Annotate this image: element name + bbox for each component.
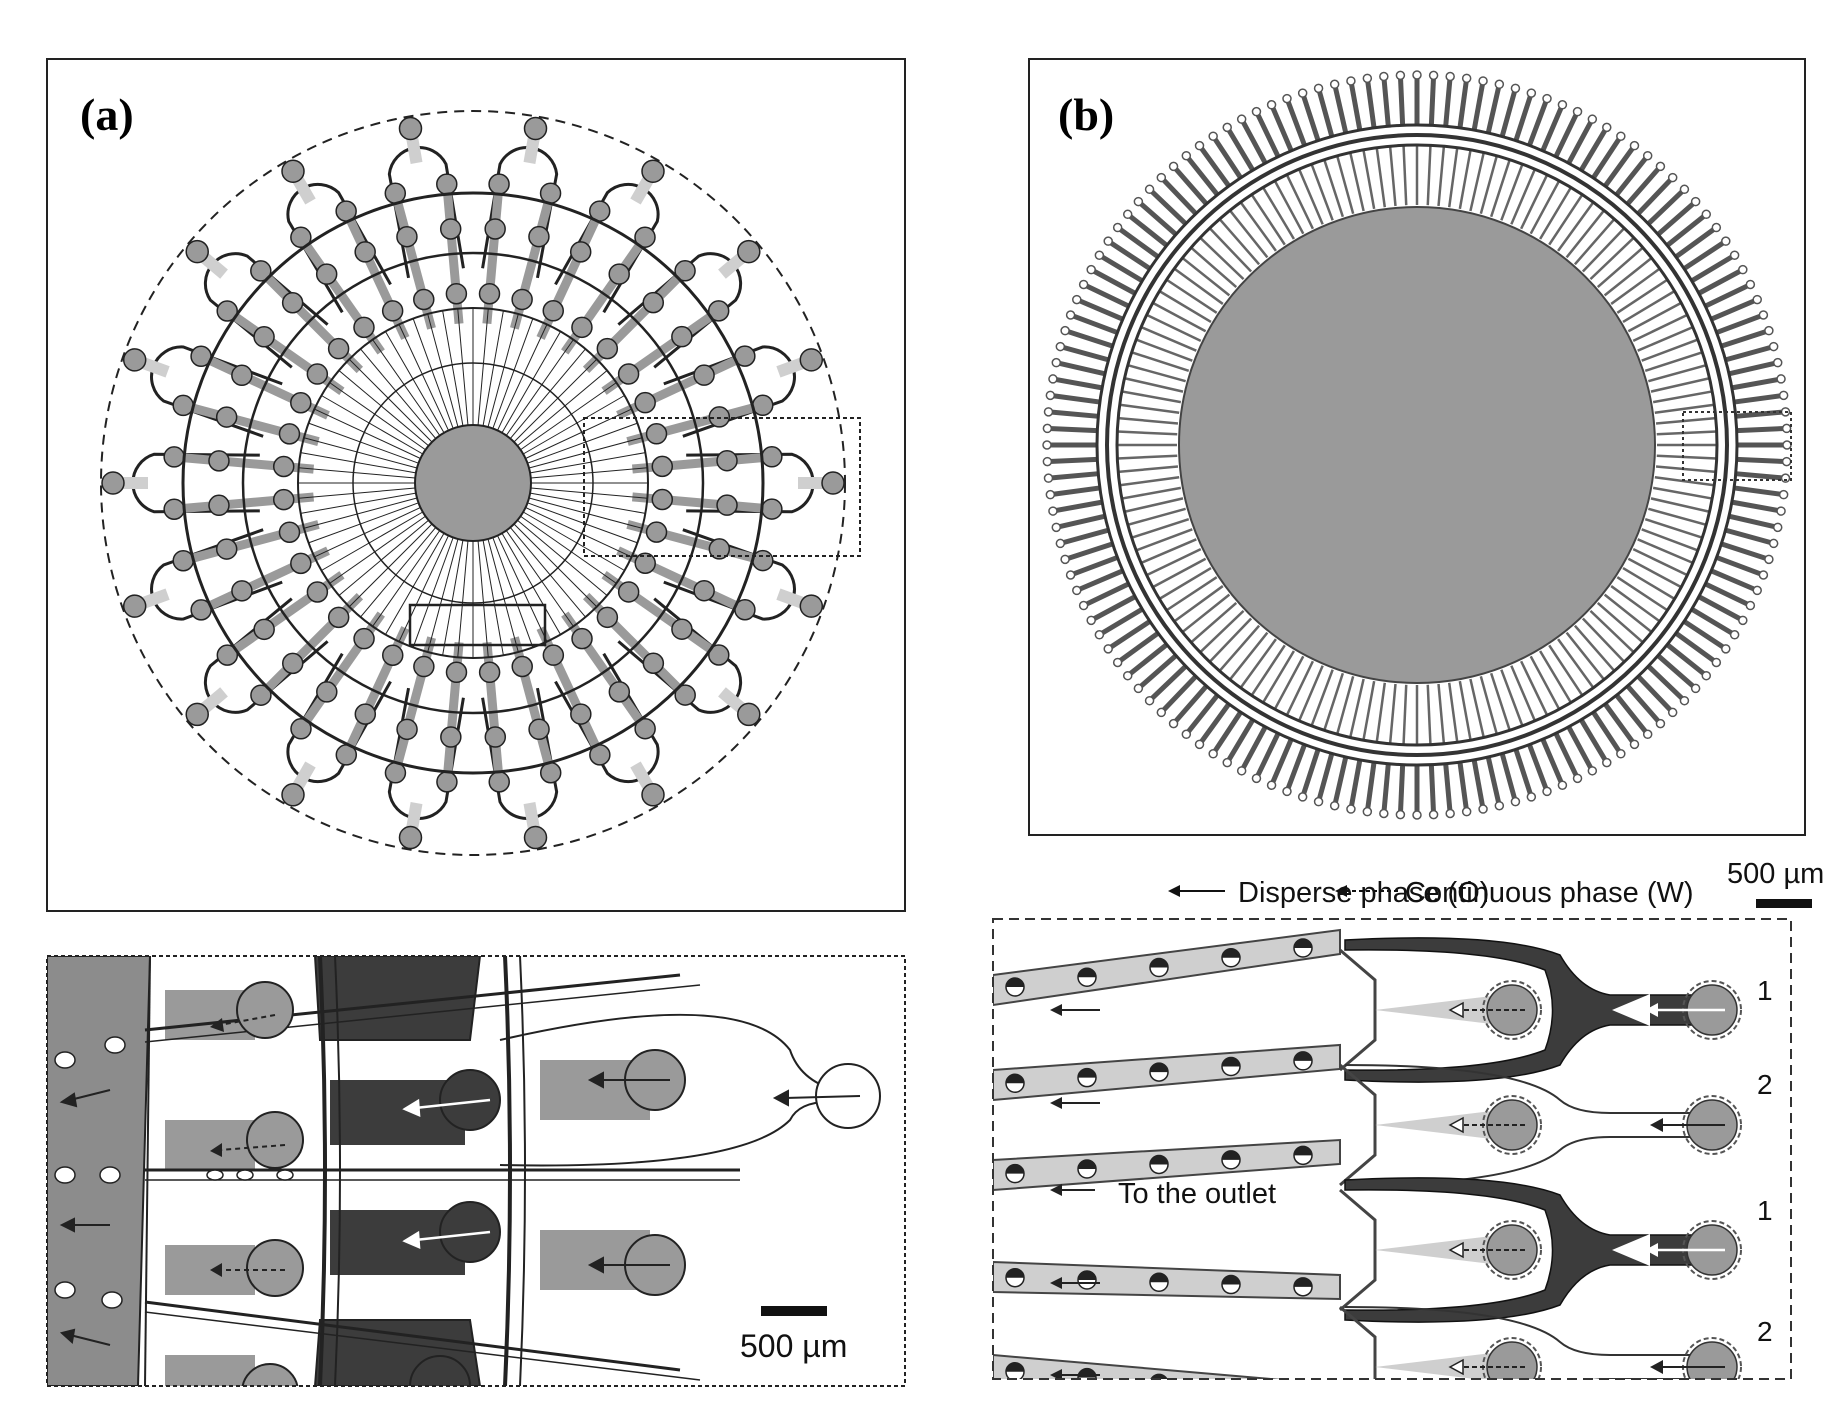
panel-b-label: (b) (1058, 89, 1114, 140)
row-number-3: 1 (1757, 1195, 1773, 1226)
row-number-2: 2 (1757, 1069, 1773, 1100)
panel-a-label: (a) (80, 89, 134, 140)
row-number-4: 2 (1757, 1316, 1773, 1347)
panel-a-scale-label: 500 µm (740, 1328, 847, 1364)
panel-b-zoom-detail (992, 918, 1792, 1380)
legend-continuous-label: Continuous phase (W) (1405, 877, 1694, 909)
panel-b-device-overview (1042, 70, 1792, 820)
panel-b-legend: Disperse phase (O) Continuous phase (W) (1168, 877, 1694, 909)
row-number-1: 1 (1757, 975, 1773, 1006)
legend-disperse-label: Disperse phase (O) (1238, 877, 1489, 909)
panel-b-scale-label: 500 µm (1727, 858, 1824, 890)
panel-a-scale-bar (761, 1306, 827, 1316)
panel-a-zoom-detail (46, 955, 906, 1387)
panel-b-scale-bar (1756, 899, 1812, 908)
panel-a-device-overview (100, 110, 861, 856)
outlet-label: To the outlet (1118, 1178, 1276, 1210)
